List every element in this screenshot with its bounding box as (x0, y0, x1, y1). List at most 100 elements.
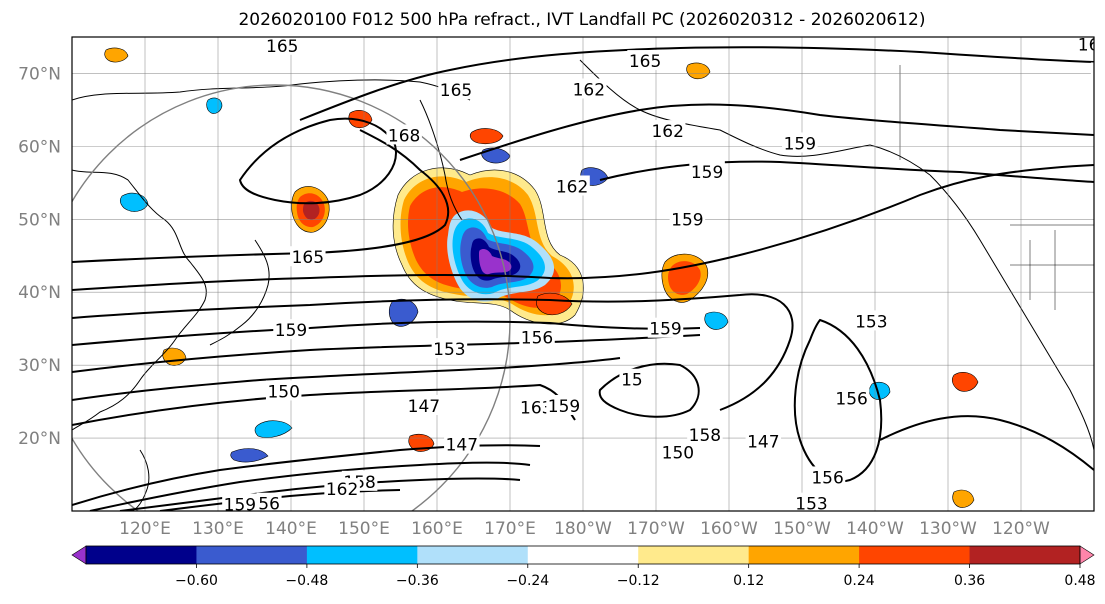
contour-label: 153 (433, 340, 465, 360)
colorbar-tick-label: −0.24 (506, 573, 549, 589)
shade-patch-small-7 (952, 489, 975, 508)
lat-tick-label: 60°N (18, 137, 61, 157)
shade-patch-small-9 (104, 47, 129, 63)
contour-label: 156 (835, 390, 867, 410)
coast-philippines (131, 449, 150, 511)
contour-label-halo (386, 124, 422, 145)
colorbar-tick-label: 0.12 (733, 573, 764, 589)
contour-label-halo (571, 78, 607, 99)
colorbar-tick-label: 0.48 (1064, 573, 1095, 589)
lon-tick-label: 130°E (192, 519, 244, 539)
contour-line-153 (72, 334, 701, 373)
colorbar-segment (748, 546, 860, 564)
contour-label-halo (649, 120, 686, 141)
coast-asia-mainland (72, 169, 207, 431)
contour-label: 159 (649, 320, 681, 340)
contour-line-150 (72, 357, 621, 401)
contour-label-halo (1076, 37, 1094, 54)
contour-label-halo (669, 208, 706, 229)
contour-label-halo (264, 37, 300, 55)
contour-label-halo (619, 368, 645, 389)
colorbar-tick-label: −0.48 (285, 573, 328, 589)
lon-tick-label: 180°W (554, 519, 612, 539)
lon-tick-label: 140°E (265, 519, 317, 539)
contour-label: 159 (784, 134, 816, 154)
contour-line-156 (72, 320, 701, 346)
contour-label-halo (782, 132, 818, 153)
lat-tick-label: 70°N (18, 64, 61, 84)
contour-label: 159 (224, 495, 256, 515)
contour-label-halo (853, 310, 890, 331)
colorbar-segment (306, 546, 418, 564)
contour-label: 15 (621, 371, 643, 391)
shade-patch-small-5 (230, 448, 269, 463)
colorbar-tick-label: 0.36 (954, 573, 985, 589)
contour-line-147 (72, 383, 576, 426)
contour-label-halo (518, 396, 555, 417)
gridlines (72, 37, 1094, 511)
colorbar-segment (196, 546, 308, 564)
contour-label: 165 (266, 37, 298, 57)
figure-title: 2026020100 F012 500 hPa refract., IVT La… (238, 10, 925, 30)
range-circle (72, 84, 511, 511)
contour-label: 147 (446, 436, 478, 456)
shade-patch-small-12 (686, 62, 711, 80)
contour-line-165a (72, 129, 450, 263)
colorbar-extend-low (71, 545, 87, 565)
shade-patch-okhotsk-dark (303, 200, 320, 220)
contour-line-168 (238, 117, 397, 205)
coast-kamchatka (419, 99, 463, 221)
shade-patch-small-4 (254, 420, 293, 438)
contour-label: 159 (275, 321, 307, 341)
shade-patch-negative-purple (479, 248, 512, 275)
contour-label: 156 (521, 328, 553, 348)
contour-label: 158 (689, 426, 721, 446)
colorbar-segment (969, 546, 1081, 564)
lon-tick-label: 150°W (773, 519, 831, 539)
contour-label: 150 (662, 444, 694, 464)
political-borders (899, 65, 1094, 310)
colorbar-tick-label: −0.36 (396, 573, 439, 589)
contour-label: 162 (326, 480, 358, 500)
contour-label: 159 (671, 210, 703, 230)
shade-patch-small-6 (951, 372, 979, 392)
contour-label-halo (554, 175, 590, 196)
colorbar-tick-label: 0.24 (844, 573, 875, 589)
map-panel: 165 165 168 165 165 162 168 162 159 159 162 159 165 1… (71, 35, 1105, 515)
colorbar-segment (638, 546, 750, 564)
contour-labels: 165 165 168 165 165 162 168 162 159 159 162 159 165 1… (222, 35, 1105, 515)
lon-tick-label: 160°E (411, 519, 463, 539)
colorbar: −0.60 −0.48 −0.36 −0.24 −0.12 0.12 0.24 0.36 0.4… (71, 545, 1096, 589)
contour-label-halo (647, 317, 684, 338)
contour-label: 168 (1078, 35, 1105, 55)
contour-label-halo (265, 380, 302, 401)
contour-label: 56 (258, 495, 280, 515)
lon-tick-label: 170°W (627, 519, 685, 539)
contour-label-halo (745, 430, 782, 451)
colorbar-outline (85, 545, 1081, 565)
colorbar-segment (859, 546, 971, 564)
contour-line-165b (299, 46, 1094, 121)
contour-label: 168 (388, 126, 420, 146)
contour-line-low-west (598, 362, 700, 418)
contour-label: 153 (795, 495, 827, 515)
contour-line-162a (72, 164, 1094, 291)
contour-line-south-west-2 (89, 461, 531, 511)
contour-label-halo (627, 50, 663, 71)
lon-tick-label: 130°W (919, 519, 977, 539)
contour-label-halo (660, 441, 696, 462)
shade-patch-small-2 (119, 192, 149, 212)
contour-label-halo (222, 493, 258, 511)
colorbar-segment (527, 546, 639, 564)
lat-tick-label: 50°N (18, 210, 61, 230)
contour-label-halo (290, 246, 326, 267)
contour-label-halo (689, 160, 725, 181)
shade-patch-small-1 (206, 97, 223, 114)
contour-label: 162 (556, 177, 588, 197)
contour-label-halo (833, 387, 870, 408)
contour-label-halo (444, 433, 480, 454)
lon-tick-label: 150°E (338, 519, 390, 539)
contour-label: 159 (691, 163, 723, 183)
lon-tick-label: 120°E (119, 519, 171, 539)
